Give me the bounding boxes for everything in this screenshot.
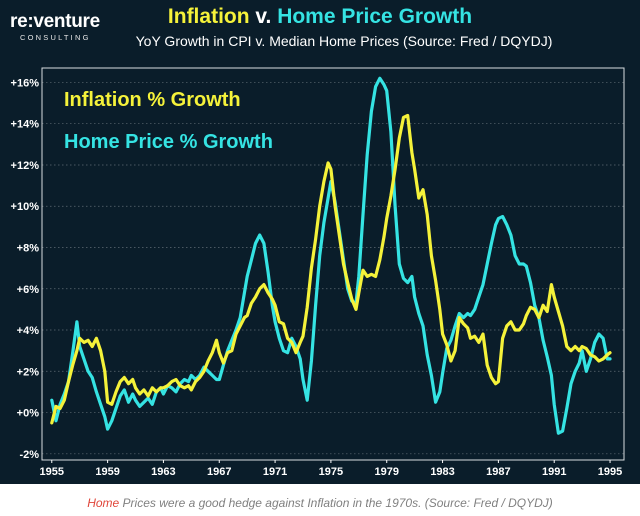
legend-label-inflation: Inflation % Growth	[64, 89, 241, 111]
y-tick-label: +6%	[17, 284, 40, 296]
caption-text: Prices were a good hedge against Inflati…	[119, 496, 553, 510]
x-tick-label: 1971	[263, 466, 287, 478]
logo-subtext: CONSULTING	[20, 33, 91, 42]
x-tick-label: 1963	[151, 466, 175, 478]
x-tick-label: 1995	[598, 466, 622, 478]
y-tick-label: +16%	[11, 77, 40, 89]
y-tick-label: +8%	[17, 242, 40, 254]
y-tick-label: +14%	[11, 119, 40, 131]
title-part-inflation: Inflation	[167, 5, 250, 28]
chart-subtitle: YoY Growth in CPI v. Median Home Prices …	[135, 33, 553, 49]
x-tick-label: 1967	[207, 466, 231, 478]
y-tick-label: +2%	[17, 366, 40, 378]
line-chart: -2% +0% +2% +4% +6% +8% +10% +12% +14% +16% 1955 19…	[11, 67, 625, 478]
x-tick-label: 1987	[486, 466, 510, 478]
chart-title: Inflation v. Home Price Growth	[0, 5, 640, 29]
x-tick-label: 1959	[95, 466, 119, 478]
plot-frame	[41, 67, 625, 461]
logo-brand: re:venture	[10, 11, 100, 32]
y-tick-label: +10%	[11, 201, 40, 213]
x-tick-label: 1975	[319, 466, 343, 478]
series-line-inflation	[50, 113, 612, 425]
company-logo: re:venture CONSULTING	[10, 11, 100, 43]
legend-label-home-price: Home Price % Growth	[64, 131, 273, 153]
x-tick-label: 1983	[430, 466, 454, 478]
title-part-home-price: Home Price Growth	[277, 5, 473, 28]
y-tick-label: +0%	[17, 408, 40, 420]
title-part-connector: v.	[249, 5, 278, 28]
caption-highlight: Home	[87, 496, 120, 510]
x-tick-label: 1955	[40, 466, 64, 478]
x-tick-label: 1979	[374, 466, 398, 478]
figure-caption: Home Prices were a good hedge against In…	[0, 496, 640, 510]
y-tick-label: -2%	[19, 449, 39, 461]
y-tick-label: +4%	[17, 325, 40, 337]
y-tick-label: +12%	[11, 160, 40, 172]
x-tick-label: 1991	[542, 466, 566, 478]
chart-panel: re:venture CONSULTING Inflation v. Home …	[0, 0, 640, 484]
